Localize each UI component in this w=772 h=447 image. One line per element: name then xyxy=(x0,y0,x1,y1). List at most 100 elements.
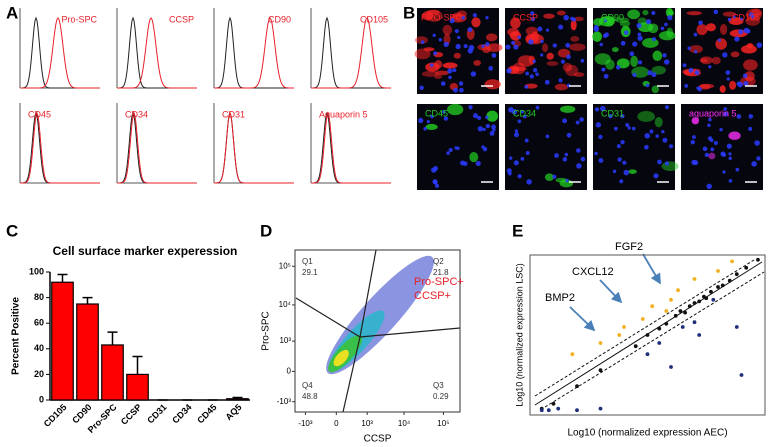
bar xyxy=(51,281,74,401)
marker-curve xyxy=(311,111,391,184)
nucleus xyxy=(554,153,559,158)
nucleus xyxy=(726,143,732,149)
nucleus xyxy=(593,26,599,32)
panel-label: A xyxy=(6,3,18,22)
plot-frame xyxy=(529,254,766,416)
nucleus xyxy=(579,117,584,122)
x-tick-label: CD34 xyxy=(170,402,193,425)
point xyxy=(756,257,760,262)
stained-cell xyxy=(433,74,443,79)
histogram-label: Pro-SPC xyxy=(61,14,97,24)
stained-cell xyxy=(486,110,499,122)
nucleus xyxy=(432,33,436,37)
nucleus xyxy=(566,54,571,60)
stained-cell xyxy=(730,51,740,58)
stained-cell xyxy=(708,152,716,160)
point xyxy=(692,301,697,305)
nucleus xyxy=(636,23,642,29)
nucleus xyxy=(736,114,742,119)
stained-cell xyxy=(486,33,498,42)
point xyxy=(687,304,692,309)
nucleus xyxy=(419,85,424,90)
stained-cell xyxy=(570,35,580,42)
point xyxy=(556,406,561,411)
nucleus xyxy=(692,135,696,139)
point xyxy=(570,352,575,357)
nucleus xyxy=(443,41,449,48)
nucleus xyxy=(563,14,569,21)
x-tick-label: 10³ xyxy=(361,419,373,428)
stained-cell xyxy=(452,12,463,21)
nucleus xyxy=(662,137,668,143)
nucleus xyxy=(540,53,544,57)
y-tick-label: 100 xyxy=(29,266,44,276)
nucleus xyxy=(742,73,748,79)
stained-cell xyxy=(741,44,757,54)
y-axis-label: Log10 (normalized expression LSC) xyxy=(514,263,524,407)
nucleus xyxy=(603,18,608,23)
point xyxy=(575,384,579,389)
stained-cell xyxy=(728,131,741,140)
nucleus xyxy=(600,105,606,112)
micrograph: aquaporin 5 xyxy=(681,104,763,190)
image-label: CD90 xyxy=(601,12,624,22)
y-tick-label: -10³ xyxy=(277,397,292,406)
nucleus xyxy=(505,44,511,50)
nucleus xyxy=(728,156,732,161)
stained-cell xyxy=(642,38,659,48)
stained-cell xyxy=(637,22,654,32)
nucleus xyxy=(485,42,490,47)
point xyxy=(657,341,662,345)
stained-cell xyxy=(573,16,584,22)
nucleus xyxy=(739,17,743,21)
point xyxy=(633,344,638,349)
stained-cell xyxy=(457,10,467,18)
nucleus xyxy=(537,26,543,32)
nucleus xyxy=(631,126,636,131)
nucleus xyxy=(456,146,460,150)
nucleus xyxy=(438,38,443,42)
stained-cell xyxy=(426,9,440,15)
nucleus xyxy=(477,115,482,120)
nucleus xyxy=(482,147,488,152)
nucleus xyxy=(627,126,631,130)
x-tick-label: -10³ xyxy=(298,419,313,428)
point xyxy=(680,325,685,329)
nucleus xyxy=(748,126,753,131)
panel-label: C xyxy=(6,221,18,240)
nucleus xyxy=(509,156,513,160)
point xyxy=(734,325,739,329)
nucleus xyxy=(615,65,621,70)
point xyxy=(539,408,544,413)
point xyxy=(664,321,669,326)
point xyxy=(709,289,713,294)
stained-cell xyxy=(573,72,585,77)
nucleus xyxy=(598,157,604,163)
nucleus xyxy=(594,107,600,112)
stained-cell xyxy=(442,24,453,36)
histogram-label: CD105 xyxy=(360,14,388,24)
nucleus xyxy=(694,50,698,54)
nucleus xyxy=(669,144,674,149)
point xyxy=(669,365,673,369)
nucleus xyxy=(566,132,572,138)
y-axis-label: Pro-SPC xyxy=(261,311,272,350)
nucleus xyxy=(580,156,586,162)
nucleus xyxy=(620,139,625,145)
y-tick-label: 0 xyxy=(39,394,44,404)
quadrant-percent: 0.29 xyxy=(433,392,449,401)
micrograph: CCSP xyxy=(505,8,587,94)
stained-cell xyxy=(484,79,501,90)
nucleus xyxy=(728,152,732,156)
point xyxy=(711,297,716,302)
stained-cell xyxy=(425,62,440,72)
stained-cell xyxy=(447,103,464,116)
point xyxy=(546,408,551,413)
nucleus xyxy=(485,115,489,120)
nucleus xyxy=(545,134,550,139)
nucleus xyxy=(576,148,581,153)
nucleus xyxy=(617,157,622,162)
nucleus xyxy=(723,107,728,111)
micrograph: CD31 xyxy=(593,104,679,190)
point xyxy=(640,317,645,321)
